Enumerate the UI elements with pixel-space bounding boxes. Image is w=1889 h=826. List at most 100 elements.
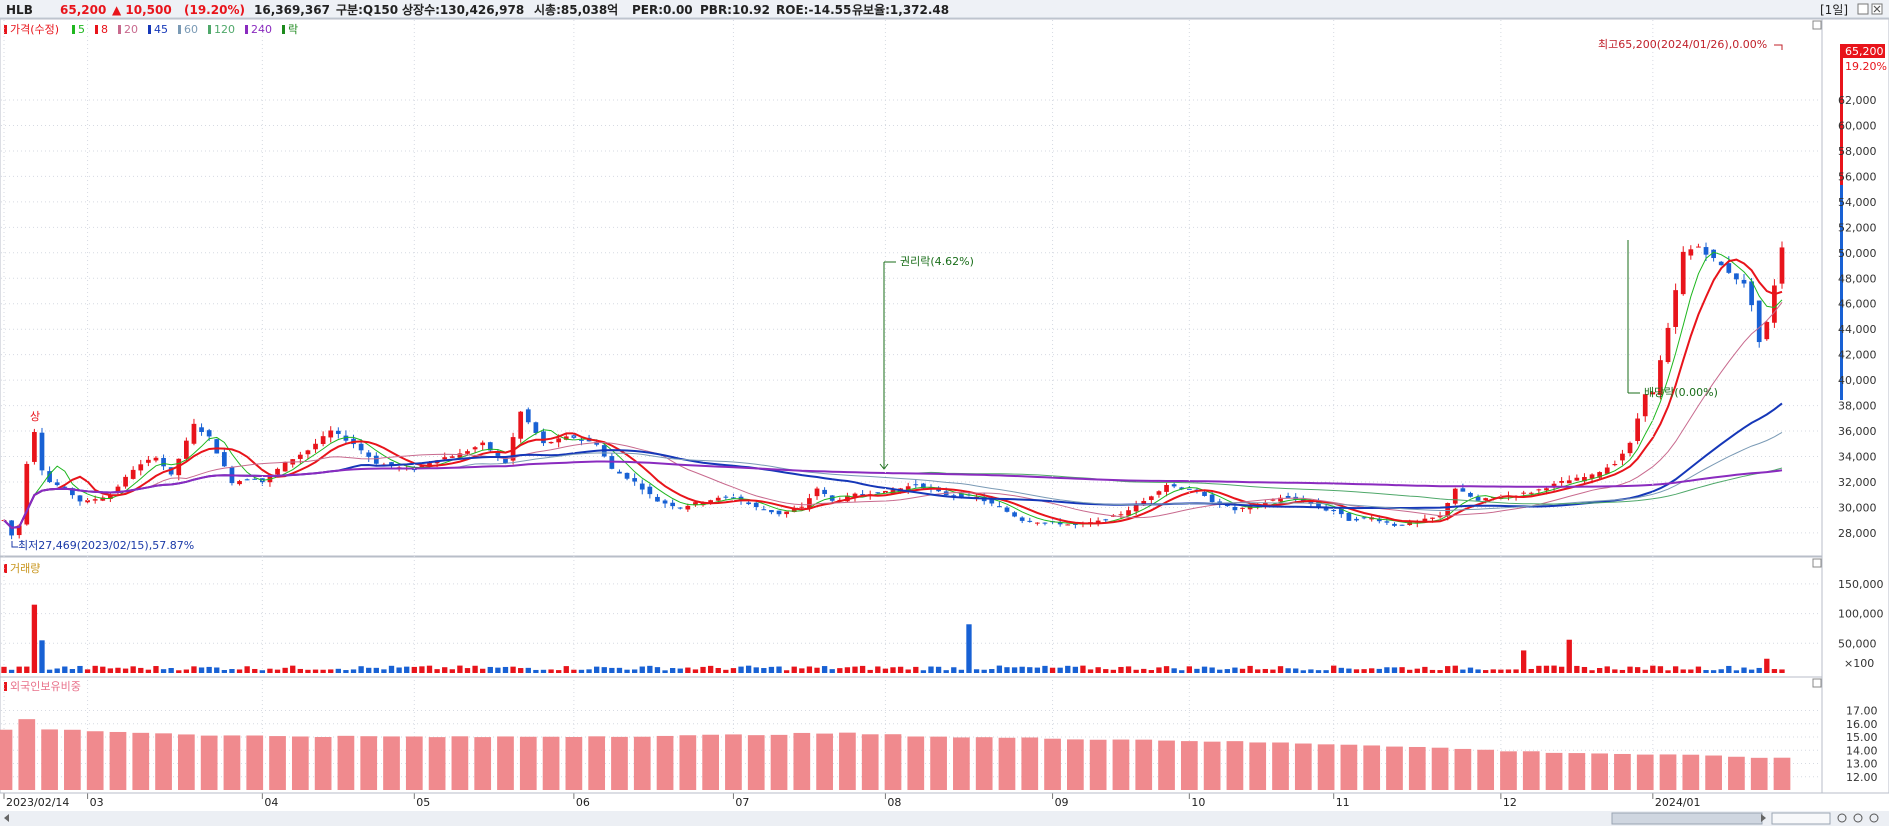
volume-bar <box>1171 668 1177 673</box>
candle-body <box>335 430 341 434</box>
price-y-tick-4: 36,000 <box>1838 425 1877 438</box>
scrollbar-thumb[interactable] <box>1611 812 1763 825</box>
price-y-tick-10: 48,000 <box>1838 272 1877 285</box>
ma-legend-60: 60 <box>184 23 198 36</box>
candle-body <box>1703 247 1709 255</box>
candle-body <box>1468 492 1473 497</box>
candle-body <box>1361 517 1367 519</box>
x-tick-8: 10 <box>1191 796 1205 809</box>
volume-bar <box>1156 667 1162 673</box>
candle-body <box>449 456 455 458</box>
candle-body <box>1285 495 1291 498</box>
candle-body <box>1209 494 1215 503</box>
candle-body <box>685 505 691 510</box>
period-button[interactable]: [1일] <box>1820 3 1848 17</box>
volume-bar <box>1103 669 1109 673</box>
candle-body <box>1354 518 1359 521</box>
volume-bar <box>556 670 562 673</box>
volume-bar <box>1543 665 1550 673</box>
volume-bar <box>1376 668 1382 673</box>
scrollbar-track[interactable] <box>0 811 1889 826</box>
candle-body <box>358 443 364 451</box>
volume-bar <box>1285 668 1291 673</box>
candle-body <box>70 488 75 496</box>
zoom-in-icon[interactable] <box>1837 813 1847 823</box>
candle-body <box>1528 492 1534 494</box>
candle-body <box>472 447 478 450</box>
volume-bar <box>859 665 866 673</box>
zoom-slider[interactable] <box>1771 812 1831 825</box>
candle-body <box>563 436 569 440</box>
price-change-pct: (19.20%) <box>184 3 245 17</box>
volume-bar <box>875 666 881 673</box>
candle-body <box>1460 488 1466 492</box>
price-legend-title: 가격(수정) <box>10 23 59 36</box>
volume-bar <box>1065 665 1071 673</box>
volume-bar <box>472 665 478 673</box>
volume-bar <box>31 604 38 673</box>
candle-body <box>62 486 68 488</box>
volume-panel-max-button[interactable] <box>1812 558 1822 568</box>
candle-body <box>199 427 204 432</box>
foreign-bar <box>291 736 309 790</box>
zoom-out-icon[interactable] <box>1853 813 1863 823</box>
volume-bar <box>1125 666 1132 673</box>
volume-value: 16,369,367 <box>254 3 330 17</box>
candle-body <box>1680 251 1686 295</box>
volume-bar <box>62 666 68 673</box>
candle-body <box>1073 523 1078 525</box>
foreign-bar <box>770 734 788 790</box>
upper-limit-marker: 상 <box>30 410 40 423</box>
last-price-tag <box>1843 44 1885 58</box>
dividend-annotation: 배당락(0.00%) <box>1644 386 1718 399</box>
volume-bar <box>69 669 76 673</box>
price-plot <box>1 20 1821 792</box>
price-panel-max-button[interactable] <box>1812 20 1822 30</box>
ma-legend-45: 45 <box>154 23 168 36</box>
volume-bar <box>312 669 319 673</box>
volume-bar <box>236 669 243 673</box>
volume-bar <box>1255 669 1261 673</box>
volume-bar <box>1019 666 1025 673</box>
volume-bar <box>1665 670 1671 673</box>
candle-body <box>1126 510 1131 516</box>
foreign-bar <box>64 729 81 790</box>
candle-body <box>1308 500 1314 504</box>
volume-bar <box>1657 666 1664 673</box>
scroll-left-icon[interactable] <box>4 814 9 822</box>
foreign-bar <box>1340 744 1358 790</box>
volume-bar <box>305 669 311 673</box>
volume-bar <box>890 667 896 673</box>
scroll-right-icon[interactable] <box>1761 814 1766 822</box>
price-y-tick-7: 42,000 <box>1838 349 1877 362</box>
x-tick-5: 07 <box>735 796 749 809</box>
volume-bar <box>1300 670 1306 673</box>
foreign-bar <box>1294 743 1312 790</box>
volume-bar <box>1672 666 1679 673</box>
volume-bar <box>411 666 417 673</box>
volume-bar <box>457 665 463 673</box>
foreign-panel-max-button[interactable] <box>1812 678 1822 688</box>
volume-bar <box>487 666 493 673</box>
foreign-bar <box>1682 754 1700 790</box>
zoom-reset-icon[interactable] <box>1869 813 1879 823</box>
volume-bar <box>168 668 174 673</box>
candle-body <box>693 502 698 506</box>
volume-bar <box>609 667 615 673</box>
volume-panel <box>0 556 1823 678</box>
candle-body <box>1764 321 1770 340</box>
volume-bar <box>1733 670 1740 673</box>
volume-bar <box>320 669 326 673</box>
candle-body <box>1012 512 1017 517</box>
foreign-bar <box>793 732 811 790</box>
candle-body <box>487 442 493 451</box>
volume-bar <box>624 669 630 673</box>
volume-bar <box>715 667 721 673</box>
candle-body <box>123 476 128 487</box>
volume-bar <box>100 666 106 673</box>
candle-body <box>875 492 881 494</box>
candle-body <box>1711 249 1716 259</box>
restore-icon[interactable] <box>1857 3 1869 15</box>
candle-body <box>1095 520 1101 524</box>
volume-unit: ×100 <box>1844 657 1874 670</box>
